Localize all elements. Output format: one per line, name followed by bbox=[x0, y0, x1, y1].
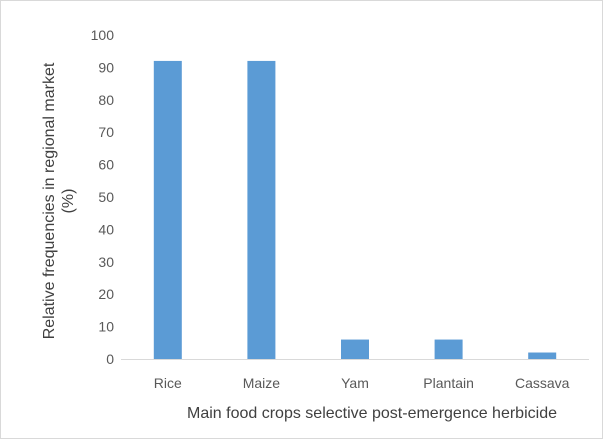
x-tick-label: Plantain bbox=[423, 375, 474, 391]
y-axis-title-line2: (%) bbox=[60, 189, 77, 214]
bar-plantain bbox=[434, 339, 463, 359]
y-tick-label: 0 bbox=[106, 351, 114, 367]
bar-rice bbox=[153, 60, 182, 360]
y-tick-label: 60 bbox=[98, 157, 114, 173]
y-tick-label: 70 bbox=[98, 124, 114, 140]
bar-cassava bbox=[528, 352, 557, 359]
bar-maize bbox=[247, 60, 276, 360]
x-tick-label: Cassava bbox=[515, 375, 570, 391]
x-tick-label: Rice bbox=[154, 375, 182, 391]
y-tick-label: 40 bbox=[98, 221, 114, 237]
y-axis-ticks: 0 10 20 30 40 50 60 70 80 90 100 bbox=[91, 27, 115, 367]
x-tick-label: Yam bbox=[341, 375, 369, 391]
x-axis-ticks: Rice Maize Yam Plantain Cassava bbox=[154, 375, 570, 391]
y-axis-title-line1: Relative frequencies in regional market bbox=[41, 62, 58, 339]
y-tick-label: 90 bbox=[98, 59, 114, 75]
y-tick-label: 10 bbox=[98, 319, 114, 335]
y-tick-label: 100 bbox=[91, 27, 115, 43]
y-tick-label: 80 bbox=[98, 92, 114, 108]
x-tick-label: Maize bbox=[243, 375, 281, 391]
y-tick-label: 30 bbox=[98, 254, 114, 270]
y-tick-label: 50 bbox=[98, 189, 114, 205]
bars bbox=[153, 60, 557, 360]
bar-yam bbox=[341, 339, 369, 359]
y-tick-label: 20 bbox=[98, 286, 114, 302]
x-axis-title: Main food crops selective post-emergence… bbox=[187, 405, 557, 422]
